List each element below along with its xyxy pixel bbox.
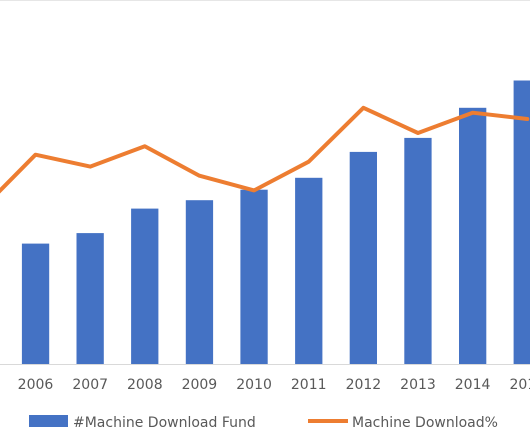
bar-2007: [76, 233, 104, 364]
bar-series: [21, 80, 530, 365]
x-tick-label-2006: 2006: [18, 377, 54, 393]
bar-2008: [131, 208, 159, 364]
line-path: [0, 105, 530, 194]
bar-2010: [240, 189, 268, 364]
x-tick-label-2007: 2007: [72, 377, 108, 393]
x-tick-label-2010: 2010: [236, 377, 272, 393]
x-tick-label-2014: 2014: [455, 377, 491, 393]
bar-2009: [185, 200, 214, 364]
legend-bar-label: #Machine Download Fund: [73, 415, 256, 431]
x-tick-label-2012: 2012: [346, 377, 382, 393]
bar-2014: [459, 107, 487, 365]
x-tick-label-2009: 2009: [182, 377, 218, 393]
x-axis-tick-labels: 2006 2007 2008 2009 2010 2011 2012 2013 2014 2015: [18, 377, 530, 393]
bar-2013: [404, 137, 432, 364]
x-tick-label-2011: 2011: [291, 377, 327, 393]
bar-2012: [349, 151, 377, 364]
bar-2015: [513, 80, 530, 364]
legend-bar-swatch: [29, 415, 68, 427]
line-series: [0, 105, 530, 194]
x-tick-label-2013: 2013: [400, 377, 436, 393]
legend-line-label: Machine Download%: [352, 415, 498, 431]
bar-2011: [295, 177, 323, 364]
legend: #Machine Download Fund Machine Download%: [29, 415, 498, 431]
x-tick-label-2008: 2008: [127, 377, 163, 393]
bar-2006: [21, 243, 50, 364]
x-tick-label-2015: 2015: [509, 377, 530, 393]
